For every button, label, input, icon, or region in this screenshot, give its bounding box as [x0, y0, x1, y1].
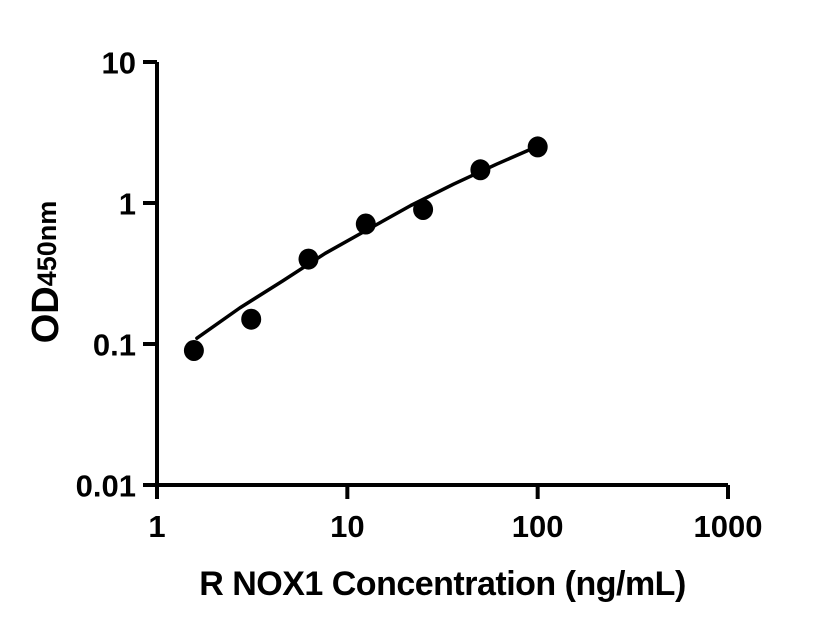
y-axis-title-main: OD	[25, 286, 67, 344]
x-axis-tick-label: 100	[512, 509, 564, 544]
y-axis-title: OD450nm	[25, 200, 67, 344]
data-point	[241, 308, 262, 330]
y-axis-title-subscript: 450nm	[32, 200, 62, 287]
data-point	[413, 199, 434, 220]
axis-spines	[155, 62, 728, 487]
x-axis-title: R NOX1 Concentration (ng/mL)	[199, 565, 686, 603]
data-point	[298, 248, 319, 270]
y-axis-tick-label: 1	[119, 187, 136, 222]
data-point	[470, 159, 491, 181]
y-axis-tick-label: 0.1	[93, 328, 136, 363]
data-point	[355, 213, 376, 235]
data-point	[183, 340, 204, 361]
y-axis-tick-label: 0.01	[76, 469, 136, 504]
data-point	[527, 136, 548, 158]
x-axis-tick-label: 1000	[694, 509, 763, 544]
y-axis-tick-label: 10	[102, 46, 136, 81]
x-axis-tick-label: 1	[148, 509, 165, 544]
x-axis-tick-label: 10	[330, 509, 364, 544]
